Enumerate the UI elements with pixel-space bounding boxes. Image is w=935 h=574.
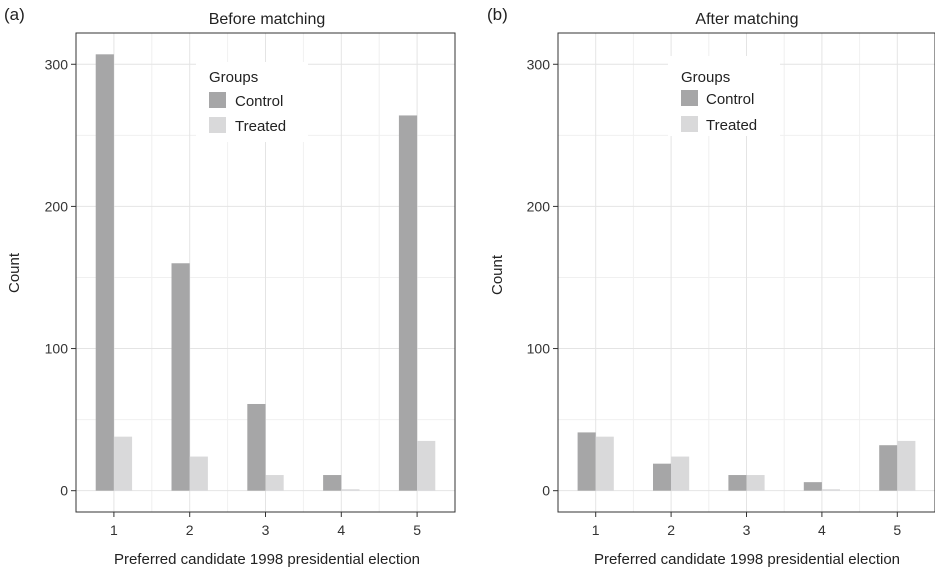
x-axis-label: Preferred candidate 1998 presidential el… (114, 551, 420, 568)
x-tick-label: 3 (262, 522, 270, 538)
x-tick-label: 5 (893, 522, 901, 538)
y-axis-label: Count (6, 252, 23, 293)
legend-swatch-control (681, 90, 698, 106)
x-tick-label: 1 (592, 522, 600, 538)
x-tick-label: 5 (413, 522, 421, 538)
legend-swatch-treated (681, 116, 698, 132)
legend: Groups Control Treated (196, 62, 308, 142)
y-axis-label: Count (489, 254, 506, 295)
y-tick-label: 0 (542, 483, 550, 499)
bar-control-1 (577, 432, 596, 491)
x-tick-label: 3 (743, 522, 751, 538)
bar-control-5 (398, 115, 418, 491)
legend-swatch-treated (209, 117, 226, 133)
legend-title: Groups (209, 69, 258, 86)
panel-label: (a) (4, 5, 25, 24)
legend-swatch-control (209, 92, 226, 108)
y-tick-label: 300 (45, 56, 69, 72)
bar-treated-5 (897, 440, 916, 491)
y-tick-label: 100 (527, 341, 551, 357)
y-tick-label: 200 (45, 198, 69, 214)
bar-treated-1 (113, 436, 133, 491)
panel-before-matching: (a) Before matching Preferred candidate … (4, 5, 456, 568)
x-tick-label: 4 (337, 522, 345, 538)
panel-after-matching: (b) After matching Preferred candidate 1… (487, 5, 935, 568)
bar-treated-4 (341, 489, 360, 491)
legend-label-treated: Treated (706, 117, 757, 134)
bars (95, 54, 436, 491)
x-tick-label: 1 (110, 522, 118, 538)
x-tick-label: 4 (818, 522, 826, 538)
bar-control-4 (803, 482, 822, 491)
bar-treated-3 (265, 475, 284, 491)
bar-treated-3 (746, 475, 765, 491)
x-tick-label: 2 (186, 522, 194, 538)
bar-control-3 (247, 403, 266, 491)
legend-label-treated: Treated (235, 118, 286, 135)
bar-control-2 (653, 463, 672, 491)
legend-label-control: Control (706, 91, 754, 108)
axes: 0 100 200 300 1 2 3 4 5 (527, 56, 902, 538)
bar-treated-5 (417, 440, 436, 491)
chart-title: Before matching (209, 11, 326, 28)
axes: 0 100 200 300 1 2 3 4 5 (45, 56, 422, 538)
bar-control-4 (323, 475, 342, 491)
y-tick-label: 300 (527, 56, 551, 72)
bar-treated-1 (595, 436, 614, 491)
bar-control-5 (879, 445, 898, 491)
legend-title: Groups (681, 69, 730, 86)
y-tick-label: 100 (45, 341, 69, 357)
y-tick-label: 0 (60, 483, 68, 499)
legend: Groups Control Treated (668, 56, 780, 136)
bar-control-2 (171, 263, 190, 491)
y-tick-label: 200 (527, 198, 551, 214)
bar-control-1 (95, 54, 114, 491)
x-tick-label: 2 (667, 522, 675, 538)
bars (577, 432, 916, 491)
panel-label: (b) (487, 5, 508, 24)
legend-label-control: Control (235, 93, 283, 110)
bar-treated-2 (189, 456, 208, 491)
chart-title: After matching (695, 11, 798, 28)
bar-treated-2 (671, 456, 690, 491)
bar-treated-4 (821, 489, 840, 491)
x-axis-label: Preferred candidate 1998 presidential el… (594, 551, 900, 568)
bar-control-3 (728, 475, 747, 491)
